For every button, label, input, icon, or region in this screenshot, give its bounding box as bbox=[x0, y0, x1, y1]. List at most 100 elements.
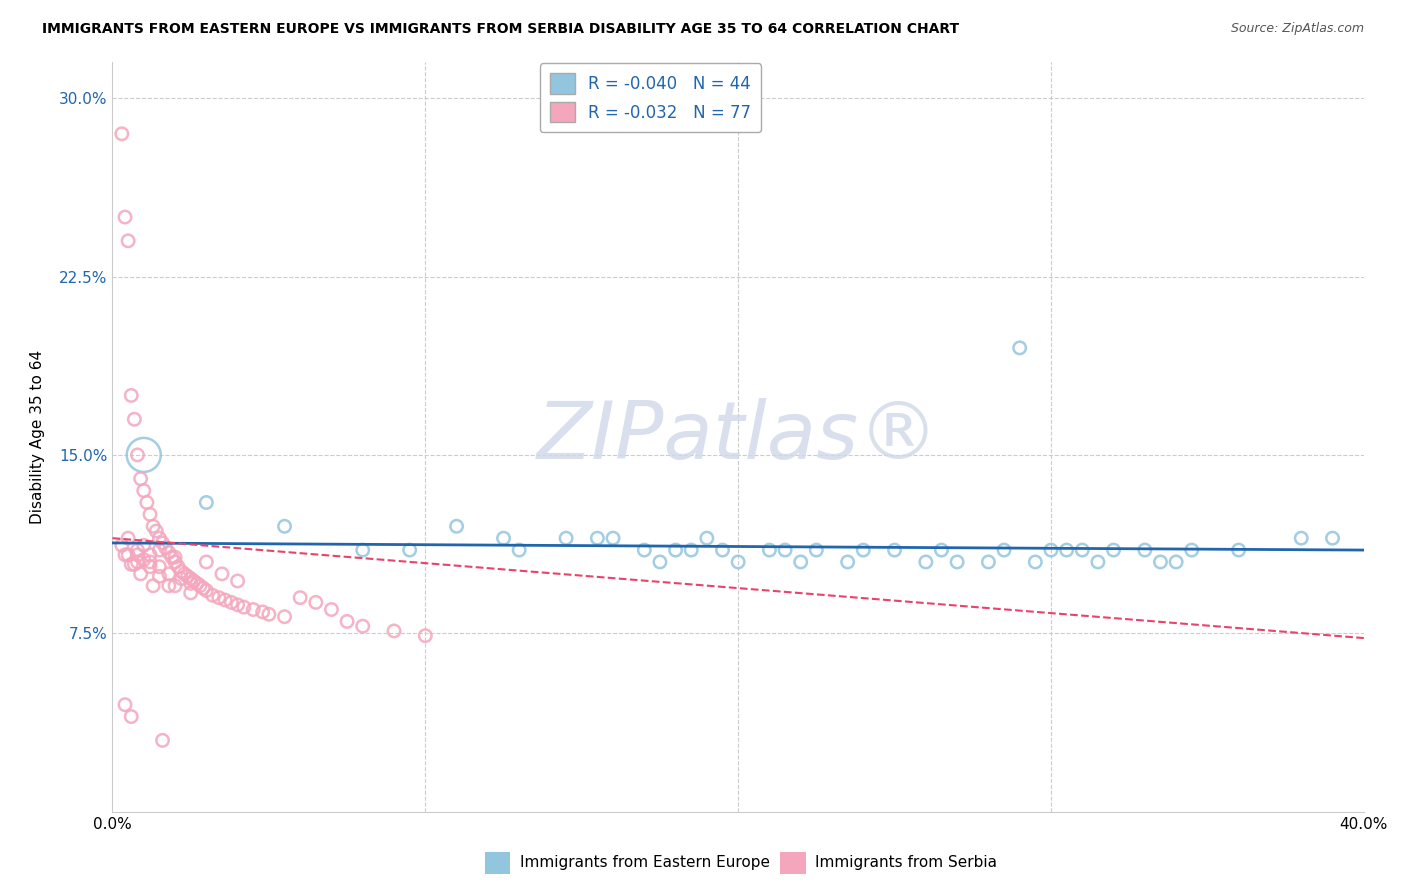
Point bbox=[758, 543, 780, 558]
Point bbox=[132, 483, 155, 498]
Point bbox=[124, 412, 146, 426]
Point bbox=[145, 524, 167, 538]
Point bbox=[208, 591, 231, 605]
Point bbox=[142, 579, 165, 593]
Point bbox=[157, 566, 180, 581]
Point bbox=[120, 388, 142, 402]
Point bbox=[226, 574, 249, 588]
Point bbox=[160, 550, 183, 565]
Point bbox=[195, 583, 218, 598]
Point bbox=[120, 558, 142, 572]
Point bbox=[111, 127, 134, 141]
Point bbox=[180, 576, 202, 591]
Point bbox=[142, 519, 165, 533]
Point bbox=[120, 709, 142, 723]
Point bbox=[163, 555, 186, 569]
Point bbox=[170, 565, 193, 579]
Point bbox=[711, 543, 734, 558]
Point bbox=[232, 600, 254, 615]
Point bbox=[648, 555, 671, 569]
Point bbox=[883, 543, 905, 558]
Point bbox=[163, 550, 186, 565]
Y-axis label: Disability Age 35 to 64: Disability Age 35 to 64 bbox=[31, 350, 45, 524]
Point bbox=[211, 566, 233, 581]
Point bbox=[188, 579, 211, 593]
Point bbox=[152, 733, 174, 747]
Point bbox=[193, 581, 215, 595]
Point bbox=[117, 234, 139, 248]
Point bbox=[139, 555, 162, 569]
Point bbox=[1291, 531, 1313, 545]
Point bbox=[195, 495, 218, 509]
Point bbox=[114, 548, 136, 562]
Point bbox=[1322, 531, 1344, 545]
Point bbox=[132, 448, 155, 462]
Point bbox=[1166, 555, 1188, 569]
Point bbox=[915, 555, 938, 569]
Point bbox=[273, 609, 295, 624]
Point bbox=[173, 566, 195, 581]
Point bbox=[148, 543, 170, 558]
Point bbox=[727, 555, 749, 569]
Text: Immigrants from Serbia: Immigrants from Serbia bbox=[815, 855, 997, 870]
Point bbox=[664, 543, 686, 558]
Point bbox=[492, 531, 515, 545]
Point bbox=[633, 543, 655, 558]
Point bbox=[127, 448, 149, 462]
Point bbox=[111, 538, 134, 552]
Point bbox=[602, 531, 624, 545]
Point bbox=[117, 548, 139, 562]
Point bbox=[201, 588, 224, 602]
Point bbox=[290, 591, 312, 605]
Point bbox=[252, 605, 274, 619]
Point bbox=[148, 559, 170, 574]
Point bbox=[152, 536, 174, 550]
Point bbox=[180, 586, 202, 600]
Point bbox=[132, 538, 155, 552]
Point bbox=[180, 572, 202, 586]
Point bbox=[508, 543, 530, 558]
Point bbox=[127, 548, 149, 562]
Text: Immigrants from Eastern Europe: Immigrants from Eastern Europe bbox=[520, 855, 770, 870]
Point bbox=[273, 519, 295, 533]
Point bbox=[148, 569, 170, 583]
Point bbox=[1039, 543, 1063, 558]
Point bbox=[1008, 341, 1031, 355]
Point bbox=[1024, 555, 1046, 569]
Point bbox=[157, 579, 180, 593]
Point bbox=[226, 598, 249, 612]
Point bbox=[114, 698, 136, 712]
Point bbox=[139, 508, 162, 522]
Point bbox=[221, 595, 243, 609]
Point bbox=[195, 555, 218, 569]
Point bbox=[1227, 543, 1250, 558]
Point bbox=[117, 531, 139, 545]
Point bbox=[124, 558, 146, 572]
Point bbox=[127, 555, 149, 569]
Point bbox=[114, 210, 136, 224]
Point bbox=[176, 569, 198, 583]
Point bbox=[336, 615, 359, 629]
Point bbox=[1133, 543, 1156, 558]
Point bbox=[415, 629, 437, 643]
Point bbox=[163, 579, 186, 593]
Point bbox=[790, 555, 813, 569]
Point bbox=[586, 531, 609, 545]
Point bbox=[1149, 555, 1171, 569]
Point bbox=[806, 543, 828, 558]
Point bbox=[681, 543, 703, 558]
Point bbox=[352, 543, 374, 558]
Point bbox=[139, 548, 162, 562]
Point bbox=[139, 559, 162, 574]
Point bbox=[1071, 543, 1094, 558]
Point bbox=[242, 602, 264, 616]
Point bbox=[946, 555, 969, 569]
Point bbox=[837, 555, 859, 569]
Text: IMMIGRANTS FROM EASTERN EUROPE VS IMMIGRANTS FROM SERBIA DISABILITY AGE 35 TO 64: IMMIGRANTS FROM EASTERN EUROPE VS IMMIGR… bbox=[42, 22, 959, 37]
Point bbox=[321, 602, 343, 616]
Point bbox=[214, 593, 236, 607]
Point bbox=[773, 543, 796, 558]
Point bbox=[135, 495, 157, 509]
Point bbox=[352, 619, 374, 633]
Point bbox=[931, 543, 953, 558]
